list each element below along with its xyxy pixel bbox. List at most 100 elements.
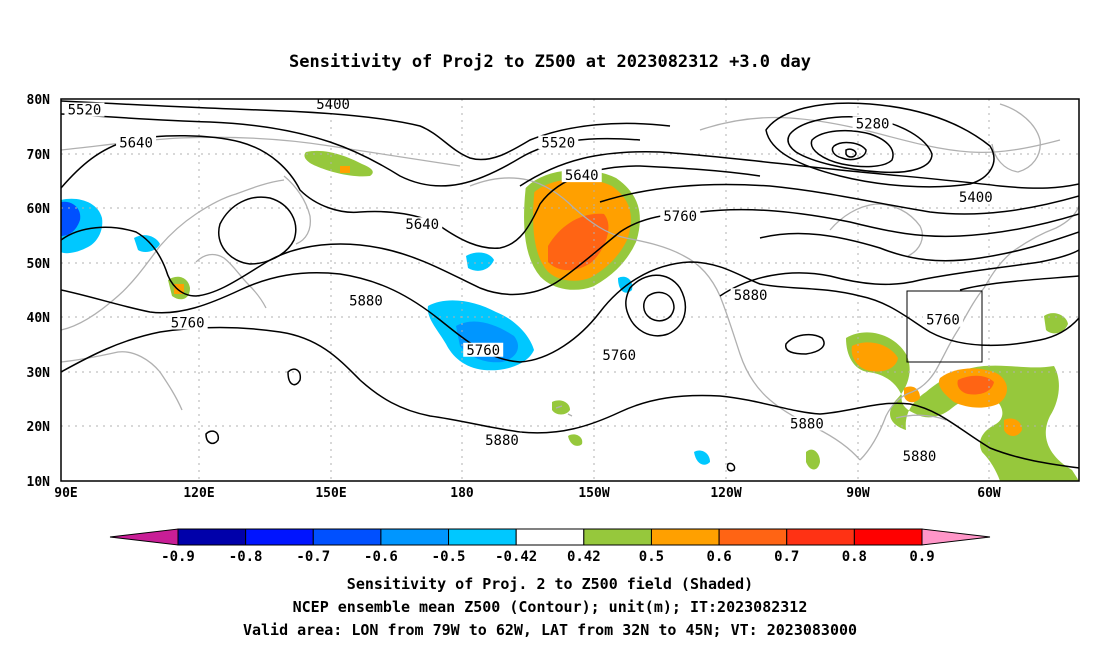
contour-small-west — [287, 368, 302, 386]
contour-label: 5760 — [171, 315, 205, 331]
coast-cuba — [895, 414, 947, 421]
coast-kamchatka — [283, 175, 312, 245]
shading-green-hawaii — [552, 400, 570, 415]
footer-line-1: Sensitivity of Proj. 2 to Z500 field (Sh… — [347, 575, 753, 593]
contour-label: 5880 — [485, 433, 519, 449]
contour-small-mexico — [726, 462, 736, 472]
lon-label: 90W — [846, 486, 870, 501]
contour-label-bg — [660, 209, 701, 224]
contour-5760-inner — [643, 291, 675, 322]
lat-label: 60N — [27, 202, 51, 217]
shading-blue-west — [61, 201, 81, 236]
contour-label-bg — [463, 342, 504, 357]
colorbar-cell — [718, 528, 788, 546]
coast-greenland — [991, 103, 1041, 173]
contour-label: 5400 — [316, 97, 350, 113]
lon-label: 120W — [710, 486, 741, 501]
contour-label-bg — [730, 288, 771, 303]
colorbar-cell — [583, 528, 652, 546]
lon-label: 90E — [54, 486, 77, 501]
contour-low-1 — [765, 102, 995, 188]
contour-north-2 — [599, 183, 1079, 215]
contour-label: 5520 — [68, 103, 102, 119]
lat-axis: 80N 70N 60N 50N 40N 30N 20N 10N — [27, 93, 51, 490]
contour-north-1 — [519, 151, 1079, 189]
colorbar-high-triangle — [921, 528, 991, 546]
colorbar-cell — [380, 528, 450, 546]
contour-label: 5520 — [541, 135, 575, 151]
map-frame — [60, 98, 1080, 482]
contour-5520-west — [61, 113, 641, 187]
contour-label-bg — [313, 99, 354, 112]
colorbar-label: -0.5 — [432, 549, 466, 565]
contour-label-bg — [345, 293, 386, 308]
colorbar-label: -0.7 — [296, 549, 330, 565]
contour-small-south — [205, 430, 220, 445]
contour-label: 5640 — [565, 168, 599, 184]
coast-japan — [195, 253, 267, 309]
lon-label: 150W — [578, 486, 609, 501]
colorbar-label: -0.9 — [161, 549, 195, 565]
sensitivity-shading — [61, 150, 1079, 481]
coast-hawaii — [555, 405, 573, 417]
lat-label: 40N — [27, 311, 51, 326]
contour-label: 5760 — [926, 313, 960, 329]
lon-label: 60W — [977, 486, 1001, 501]
shading-cyan-small-a — [466, 252, 494, 271]
contour-label: 5640 — [119, 135, 153, 151]
contour-5880-main — [61, 261, 1079, 363]
lat-label: 20N — [27, 420, 51, 435]
contour-label: 5400 — [959, 190, 993, 206]
colorbar-cell — [448, 528, 517, 546]
contour-label-bg — [922, 312, 963, 327]
lon-label: 180 — [450, 486, 474, 501]
contour-label: 5880 — [734, 288, 768, 304]
shading-orange-carib — [1004, 418, 1022, 436]
colorbar-label: 0.8 — [842, 549, 867, 565]
contour-label: 5880 — [790, 416, 824, 432]
coast-hudson — [829, 203, 923, 257]
shading-green-small-c — [568, 434, 583, 446]
contour-label: 5760 — [466, 343, 500, 359]
contour-label-bg — [167, 315, 208, 330]
lat-label: 10N — [27, 475, 51, 490]
footer-line-3: Valid area: LON from 79W to 62W, LAT fro… — [243, 621, 857, 639]
contour-label-bg — [64, 102, 105, 117]
valid-area-box — [906, 290, 983, 363]
contour-label: 5760 — [602, 348, 636, 364]
contour-label-bg — [116, 135, 157, 150]
colorbar-low-triangle — [109, 528, 179, 546]
colorbar-label: -0.42 — [495, 549, 537, 565]
map-panel: 5520 5400 5640 5520 5280 5640 5400 5760 5640 5880… — [27, 93, 1080, 501]
colorbar-cell — [786, 528, 855, 546]
footer-line-2: NCEP ensemble mean Z500 (Contour); unit(… — [293, 598, 808, 616]
contour-label: 5880 — [349, 294, 383, 310]
contour-low-4 — [831, 141, 867, 161]
lat-label: 70N — [27, 148, 51, 163]
contour-label-bg — [852, 116, 893, 131]
contour-label-bg — [599, 348, 640, 363]
colorbar: -0.9 -0.8 -0.7 -0.6 -0.5 -0.42 0.42 0.5 0.6 0.7 0.… — [109, 528, 991, 565]
contour-labels: 5520 5400 5640 5520 5280 5640 5400 5760 5640 5880… — [64, 97, 996, 465]
colorbar-cell — [312, 528, 382, 546]
shading-orange-bering — [340, 166, 350, 173]
contour-north-3 — [699, 208, 1079, 238]
lon-axis: 90E 120E 150E 180 150W 120W 90W 60W — [54, 486, 1001, 501]
colorbar-cell — [177, 528, 247, 546]
lat-label: 50N — [27, 257, 51, 272]
colorbar-label: 0.6 — [706, 549, 731, 565]
contour-5880-oval — [785, 333, 825, 355]
z500-contours — [61, 100, 1079, 472]
colorbar-label: 0.7 — [774, 549, 799, 565]
shading-green-mexico — [806, 449, 820, 470]
contour-north-5 — [719, 249, 1079, 297]
colorbar-label: 0.42 — [567, 549, 601, 565]
contour-5880-south — [61, 326, 1079, 469]
shading-green-far-east — [1044, 313, 1068, 334]
contour-5400-west — [61, 100, 671, 161]
contour-label-bg — [955, 189, 996, 204]
lon-label: 120E — [183, 486, 214, 501]
contour-label-bg — [402, 217, 443, 232]
contour-low-3 — [810, 129, 894, 168]
